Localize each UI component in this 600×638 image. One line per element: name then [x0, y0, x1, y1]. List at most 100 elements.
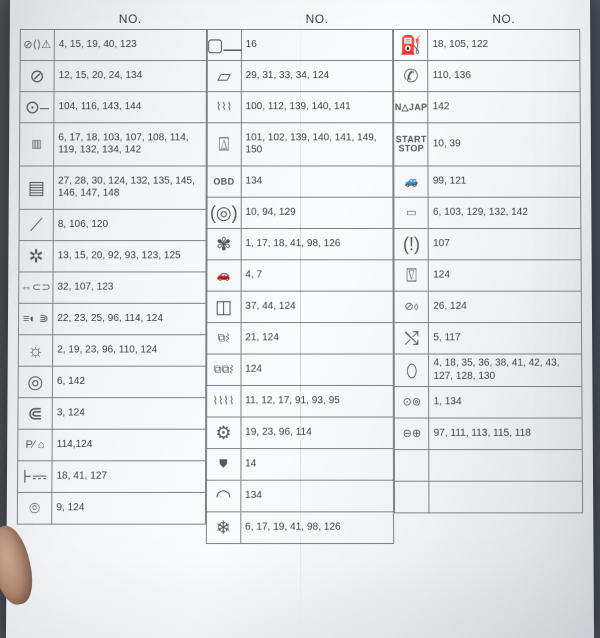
row-numbers: 6, 17, 19, 41, 98, 126: [241, 512, 393, 543]
row-numbers: 99, 121: [429, 167, 580, 197]
table-row: ≡◐ ⋑22, 23, 25, 96, 114, 124: [18, 303, 206, 335]
row-numbers: 26, 124: [429, 292, 581, 322]
row-numbers: 12, 15, 20, 24, 134: [55, 61, 206, 91]
table-row: ⇔⊂⊃32, 107, 123: [18, 271, 206, 303]
table-row: [394, 449, 583, 482]
row-icon: ⊙⊚: [395, 387, 429, 418]
row-icon: ⛽: [394, 30, 428, 60]
table-row: ⊘⟨⟩⚠4, 15, 19, 40, 123: [20, 29, 207, 61]
table-row: ▥6, 17, 18, 103, 107, 108, 114, 119, 132…: [19, 122, 206, 166]
table-row: [394, 481, 583, 514]
row-numbers: 13, 15, 20, 92, 93, 123, 125: [54, 241, 206, 271]
row-icon: ⬯: [395, 355, 429, 386]
column-1: NO. ⊘⟨⟩⚠4, 15, 19, 40, 123⊘12, 15, 20, 24…: [17, 8, 207, 545]
table-row: ⛽18, 105, 122: [393, 29, 580, 61]
table-row: ⊙⎯104, 116, 143, 144: [19, 91, 206, 123]
row-numbers: 1, 134: [429, 387, 581, 418]
row-icon: ⌾: [18, 493, 53, 524]
row-icon: ❄: [207, 512, 241, 543]
row-icon: ▤: [20, 167, 54, 209]
row-numbers: 27, 28, 30, 124, 132, 135, 145, 146, 147…: [54, 167, 205, 209]
row-numbers: 18, 41, 127: [52, 461, 204, 492]
row-numbers: 8, 106, 120: [54, 210, 206, 240]
row-icon: START STOP: [395, 123, 429, 165]
row-numbers: 104, 116, 143, 144: [54, 92, 205, 122]
row-numbers: 19, 23, 96, 114: [241, 418, 393, 449]
row-icon: [395, 450, 429, 481]
row-icon: P⁄ ⌂: [18, 430, 53, 461]
row-icon: (!): [395, 229, 429, 259]
row-numbers: 21, 124: [241, 323, 393, 353]
row-icon: ✾: [207, 229, 241, 259]
row-numbers: 4, 18, 35, 36, 38, 41, 42, 43, 127, 128,…: [429, 355, 581, 386]
row-icon: ◫: [207, 292, 241, 322]
table-row: ⋐3, 124: [17, 397, 205, 430]
row-icon: ▭: [395, 198, 429, 228]
row-numbers: 1, 17, 18, 41, 98, 126: [241, 229, 393, 259]
table-row: ⊘12, 15, 20, 24, 134: [19, 60, 206, 92]
row-numbers: 37, 44, 124: [241, 292, 393, 322]
row-numbers: 22, 23, 25, 96, 114, 124: [53, 304, 205, 334]
row-numbers: 3, 124: [53, 398, 205, 429]
row-icon: 🚗: [207, 260, 241, 290]
row-icon: ☼: [19, 335, 53, 365]
row-numbers: [430, 482, 582, 513]
table-row: ⍔124: [394, 259, 582, 291]
row-icon: ⟋: [20, 210, 54, 240]
table-row: 🚙99, 121: [394, 165, 582, 197]
row-icon: ⧉⌇: [207, 323, 241, 353]
row-icon: ▢⎼: [208, 30, 242, 60]
row-numbers: 6, 17, 18, 103, 107, 108, 114, 119, 132,…: [54, 123, 205, 165]
row-icon: (◎): [207, 198, 241, 228]
row-numbers: 32, 107, 123: [53, 272, 205, 302]
row-icon: 🚙: [395, 167, 429, 197]
row-numbers: 29, 31, 33, 34, 124: [242, 61, 393, 91]
row-icon: N△JAP: [395, 92, 429, 122]
row-icon: [395, 482, 429, 513]
table-row: (!)107: [394, 228, 582, 260]
row-icon: ⊖⊕: [395, 419, 429, 450]
row-numbers: 16: [242, 30, 393, 60]
table-row: ⌾9, 124: [17, 492, 206, 525]
row-icon: [395, 513, 429, 544]
row-numbers: 134: [241, 167, 392, 197]
row-icon: ⛊: [207, 449, 241, 480]
table-row: ⟋8, 106, 120: [19, 209, 207, 241]
column-header: NO.: [393, 8, 580, 30]
table-row: ✲13, 15, 20, 92, 93, 123, 125: [18, 240, 206, 272]
header-no-label: NO.: [241, 12, 394, 26]
row-icon: ◠: [207, 481, 241, 512]
row-icon: ✲: [19, 241, 53, 271]
row-icon: ◎: [19, 367, 53, 397]
row-numbers: 101, 102, 139, 140, 141, 149, 150: [241, 123, 392, 165]
row-numbers: 11, 12, 17, 91, 93, 95: [241, 386, 393, 417]
reference-card: NO. ⊘⟨⟩⚠4, 15, 19, 40, 123⊘12, 15, 20, 24…: [6, 0, 594, 638]
row-icon: ≡◐ ⋑: [19, 304, 53, 334]
row-icon: OBD: [207, 167, 241, 197]
row-icon: ⊦⎓: [18, 461, 53, 492]
row-numbers: 97, 111, 113, 115, 118: [430, 419, 582, 450]
table-row: ▤27, 28, 30, 124, 132, 135, 145, 146, 14…: [19, 165, 207, 209]
column-3: NO.⛽18, 105, 122✆110, 136N△JAP142START S…: [393, 8, 583, 545]
row-numbers: 10, 94, 129: [241, 198, 392, 228]
table-row: ◎6, 142: [18, 366, 206, 399]
row-icon: ⤭: [395, 323, 429, 353]
row-numbers: 110, 136: [429, 61, 580, 91]
table-row: ⬯4, 18, 35, 36, 38, 41, 42, 43, 127, 128…: [394, 353, 582, 387]
row-icon: ⚙: [207, 418, 241, 449]
row-icon: ⌇⌇⌇: [207, 92, 241, 122]
row-numbers: 6, 142: [53, 367, 205, 397]
row-icon: ⍍: [207, 123, 241, 165]
header-no-label: NO.: [54, 12, 207, 26]
row-icon: ▥: [20, 123, 54, 165]
row-icon: ⊙⎯: [20, 92, 54, 122]
row-numbers: 142: [429, 92, 580, 122]
row-numbers: 124: [429, 260, 581, 290]
row-numbers: 5, 117: [429, 323, 581, 353]
row-numbers: 6, 103, 129, 132, 142: [429, 198, 581, 228]
row-icon: ⌇⌇⌇⌇: [207, 386, 241, 417]
row-numbers: 100, 112, 139, 140, 141: [242, 92, 393, 122]
table-row: START STOP10, 39: [394, 122, 581, 166]
table-row: ▭6, 103, 129, 132, 142: [394, 197, 582, 229]
table-row: ⤭5, 117: [394, 322, 582, 354]
